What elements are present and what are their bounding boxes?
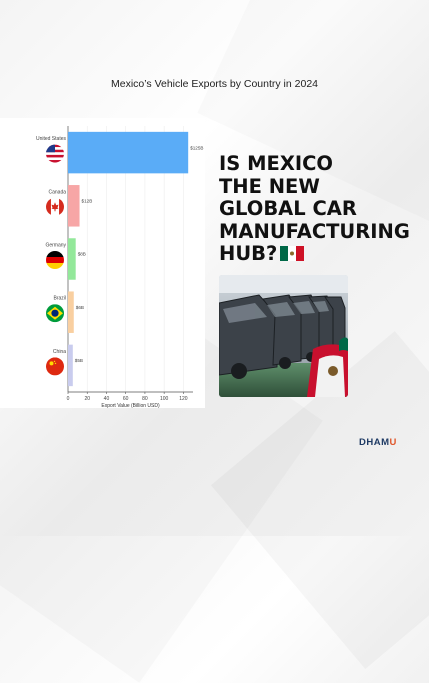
category-label: China bbox=[53, 349, 66, 355]
headline: IS MEXICO THE NEW GLOBAL CAR MANUFACTURI… bbox=[219, 152, 419, 266]
bar-value-label: $8B bbox=[78, 252, 86, 257]
category-label: Brazil bbox=[53, 296, 66, 302]
bar bbox=[68, 131, 189, 174]
bar bbox=[68, 185, 80, 227]
bar bbox=[68, 238, 76, 280]
brazil-flag-icon bbox=[46, 304, 64, 323]
x-tick-label: 80 bbox=[142, 396, 148, 402]
x-axis-label: Export Value (Billion USD) bbox=[101, 403, 160, 408]
x-tick-label: 100 bbox=[160, 396, 169, 402]
bar bbox=[68, 344, 73, 387]
headline-line: MANUFACTURING bbox=[219, 219, 410, 243]
headline-line: IS MEXICO bbox=[219, 152, 333, 175]
x-tick-label: 120 bbox=[179, 396, 188, 402]
bar-value-label: $125B bbox=[190, 145, 203, 150]
bar-chart: 0 20 40 60 80 100 120 Export Value (Billion USD… bbox=[36, 126, 203, 408]
headline-line: THE NEW bbox=[219, 174, 320, 198]
mexico-flag-icon bbox=[280, 246, 305, 261]
category-label: United States bbox=[36, 136, 67, 142]
canada-flag-icon bbox=[46, 197, 64, 216]
brand-accent: U bbox=[389, 437, 397, 448]
x-tick-label: 20 bbox=[84, 396, 90, 402]
bar bbox=[68, 291, 74, 333]
x-tick-label: 40 bbox=[104, 396, 110, 402]
us-flag-icon bbox=[46, 144, 64, 163]
brand-logo: DHAMU bbox=[359, 437, 397, 448]
headline-line: GLOBAL CAR bbox=[219, 197, 357, 220]
chart-title: Mexico’s Vehicle Exports by Country in 2… bbox=[111, 78, 318, 90]
bar-value-label: $12B bbox=[82, 198, 93, 203]
category-label: Germany bbox=[45, 243, 66, 249]
chart-card: 0 20 40 60 80 100 120 Export Value (Billion USD… bbox=[0, 118, 205, 408]
category-label: Canada bbox=[48, 189, 66, 195]
bar-value-label: $6B bbox=[76, 305, 84, 310]
bar-value-label: $5B bbox=[75, 358, 83, 363]
china-flag-icon bbox=[46, 357, 64, 376]
germany-flag-icon bbox=[46, 251, 64, 269]
car-assembly-line-photo bbox=[219, 275, 348, 397]
brand-text: DHAM bbox=[359, 437, 390, 448]
headline-line: HUB? bbox=[219, 242, 278, 265]
x-tick-label: 0 bbox=[67, 396, 70, 402]
x-tick-label: 60 bbox=[123, 396, 129, 402]
headline-line-last: HUB? bbox=[219, 242, 419, 266]
